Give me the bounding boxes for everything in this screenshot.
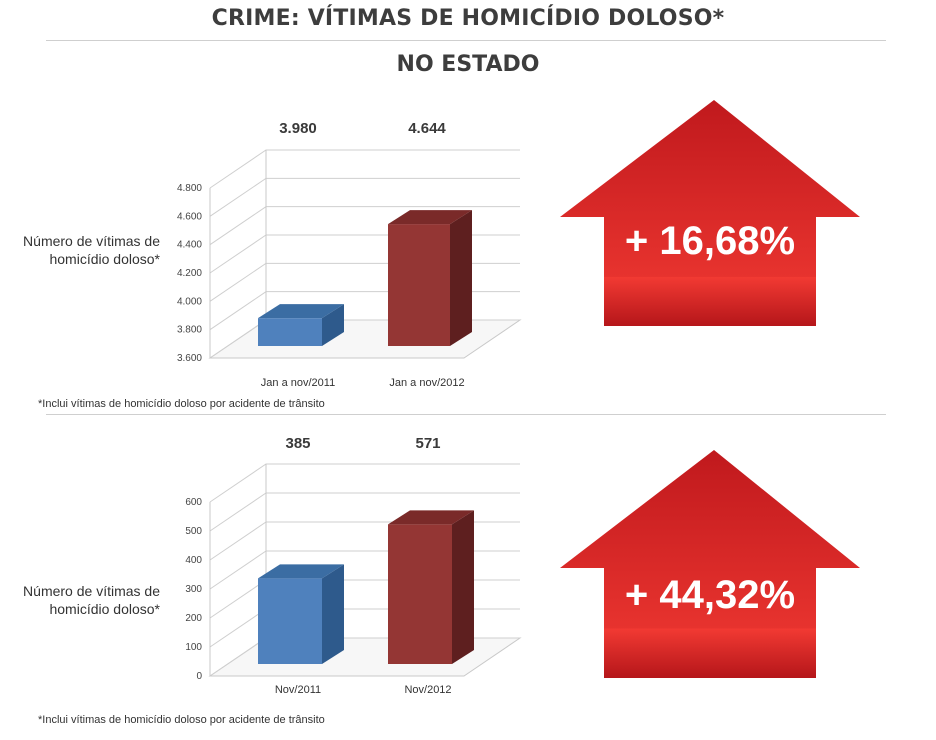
chart1-gridline [209, 206, 520, 246]
chart2-bar-top-2 [388, 510, 474, 525]
chart1-change-percent: + 16,68% [625, 219, 795, 263]
chart2-ytick: 100 [185, 642, 202, 653]
chart2-data-label: 385 [285, 435, 310, 452]
chart1-bar-2 [388, 224, 450, 346]
chart1-floor [208, 319, 522, 359]
chart2-footnote: *Inclui vítimas de homicídio doloso por … [38, 714, 325, 726]
chart1-ytick: 3.800 [177, 325, 202, 336]
chart2-ytick: 400 [185, 555, 202, 566]
chart1-data-label: 3.980 [279, 120, 317, 137]
chart1-gridline [209, 234, 520, 274]
chart2-ylabel: Número de vítimas de homicídio doloso* [23, 583, 160, 617]
chart2-ytick: 200 [185, 613, 202, 624]
section-divider [46, 414, 886, 415]
chart1-category-label: Jan a nov/2012 [389, 377, 464, 389]
chart2-bar-top-1 [258, 564, 344, 579]
chart1-ytick: 4.400 [177, 240, 202, 251]
chart1-ytick: 3.600 [177, 353, 202, 364]
chart2-bar-2 [388, 524, 452, 664]
chart1-bar-side-1 [322, 304, 344, 346]
chart2-ytick: 300 [185, 584, 202, 595]
chart1-ytick: 4.200 [177, 268, 202, 279]
chart2-arrow-up-icon [560, 450, 860, 678]
chart2-bar-side-2 [452, 510, 474, 664]
chart2-gridline [209, 463, 520, 503]
chart2-ytick: 500 [185, 526, 202, 537]
chart1-ytick: 4.000 [177, 296, 202, 307]
chart1-gridline [209, 262, 520, 302]
chart2-bar-1 [258, 578, 322, 664]
chart1-ytick: 4.800 [177, 183, 202, 194]
page-title: CRIME: VÍTIMAS DE HOMICÍDIO DOLOSO* [211, 6, 725, 31]
chart1-category-label: Jan a nov/2011 [261, 377, 335, 389]
chart1-gridline [209, 149, 520, 189]
chart-1: 3.600 3.800 4.000 4.200 4.400 4.600 4.800 3.980… [177, 100, 860, 389]
chart1-bar-top-1 [258, 304, 344, 319]
chart1-arrow-up-icon [560, 100, 860, 326]
chart1-footnote: *Inclui vítimas de homicídio doloso por … [38, 398, 325, 410]
chart2-ytick: 0 [196, 671, 202, 682]
chart2-ytick: 600 [185, 497, 202, 508]
page-subtitle: NO ESTADO [396, 52, 540, 77]
chart2-bar-side-1 [322, 564, 344, 664]
chart1-bar-side-2 [450, 210, 472, 346]
chart1-data-label: 4.644 [408, 120, 446, 137]
chart1-bar-top-2 [388, 210, 472, 225]
chart2-category-label: Nov/2011 [275, 684, 321, 696]
title-divider [46, 40, 886, 41]
chart-2: 0 100 200 300 400 500 600 385 Nov/2011 571 Nov/201… [185, 435, 860, 696]
chart2-change-percent: + 44,32% [625, 573, 795, 617]
chart1-ylabel: Número de vítimas de homicídio doloso* [23, 233, 160, 267]
chart2-data-label: 571 [415, 435, 440, 452]
chart1-ytick: 4.600 [177, 211, 202, 222]
chart2-category-label: Nov/2012 [404, 684, 451, 696]
chart1-bar-1 [258, 318, 322, 346]
chart1-gridline [209, 177, 520, 217]
